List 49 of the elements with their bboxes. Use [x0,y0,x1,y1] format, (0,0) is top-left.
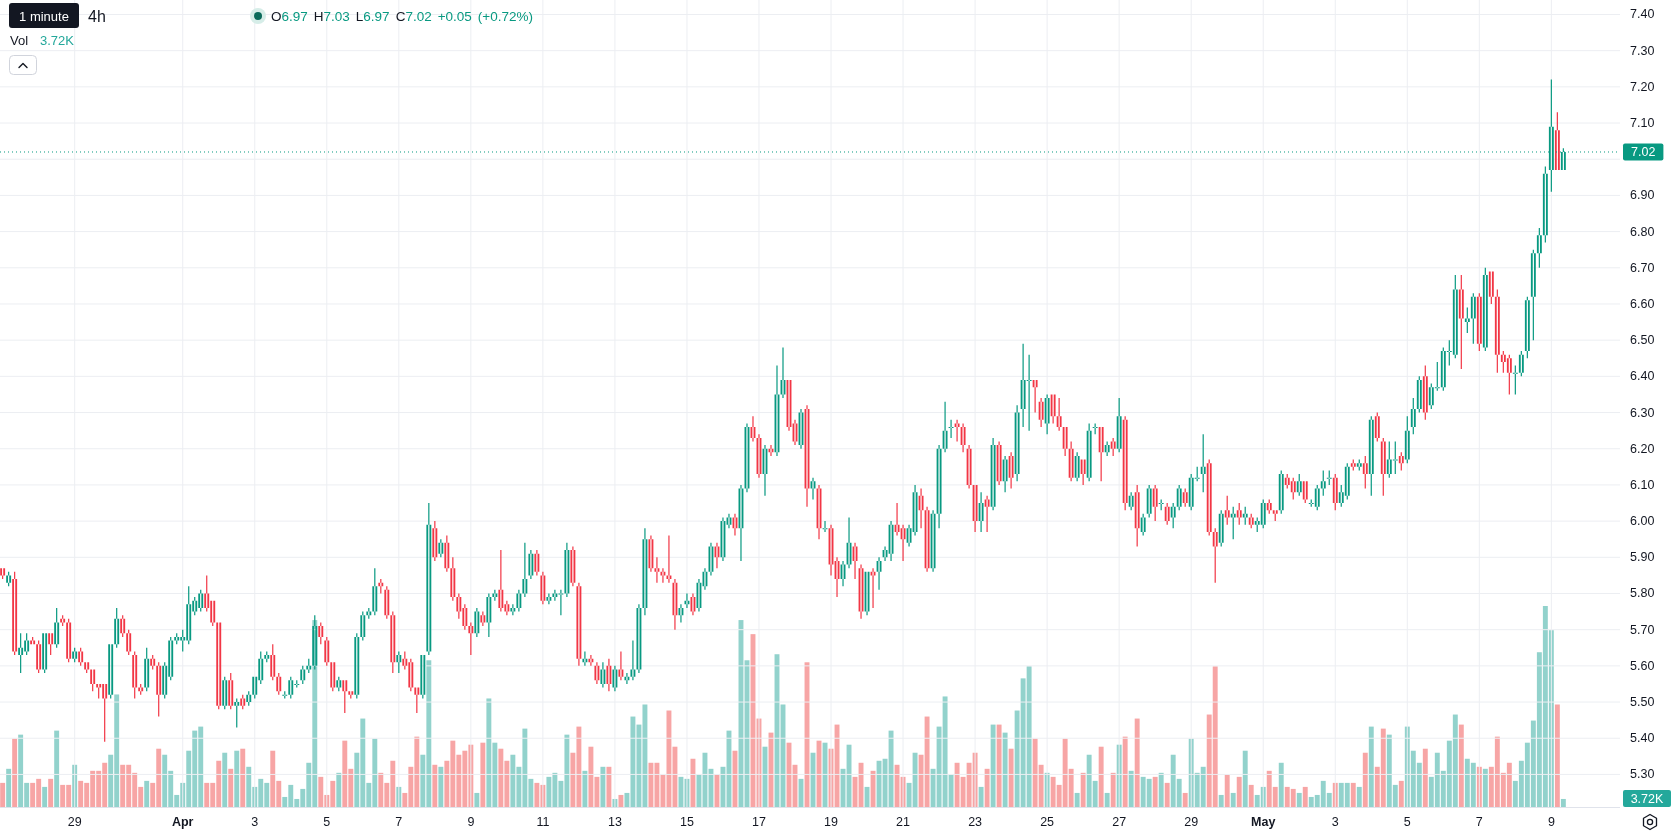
x-tick-label: 9 [467,815,475,829]
y-tick-label: 7.30 [1630,43,1655,58]
x-tick-label: 29 [67,815,82,829]
y-tick-label: 5.70 [1630,622,1655,637]
y-tick-label: 5.40 [1630,731,1655,746]
x-tick-label: 7 [395,815,403,829]
y-tick-label: 6.50 [1630,333,1655,348]
x-tick-label: 13 [607,815,622,829]
x-tick-label: 11 [536,815,550,829]
y-tick-label: 5.60 [1630,658,1655,673]
x-tick-label: 3 [1331,815,1339,829]
annotation: 3.72K [40,32,75,48]
x-tick-label: 9 [1547,815,1555,829]
x-tick-label: 7 [1475,815,1483,829]
y-tick-label: 5.50 [1630,695,1655,710]
x-tick-label: 27 [1112,815,1127,829]
annotation: Vol [10,32,29,48]
text: 3.72K [1630,791,1664,806]
y-tick-label: 6.40 [1630,369,1655,384]
x-tick-label: 29 [1184,815,1199,829]
x-tick-label: 17 [752,815,766,829]
x-tick-label: May [1251,815,1276,829]
ref-line-label: 7.02 [1631,144,1656,159]
x-tick-label: 19 [824,815,839,829]
y-tick-label: 6.10 [1630,477,1655,492]
x-tick-label: 25 [1040,815,1055,829]
y-tick-label: 6.20 [1630,441,1655,456]
y-tick-label: 6.60 [1630,296,1655,311]
y-tick-label: 7.40 [1630,7,1655,22]
y-tick-label: 6.30 [1630,405,1655,420]
y-tick-label: 5.90 [1630,550,1655,565]
annotation: 1 minute [19,8,69,24]
y-tick-label: 6.00 [1630,514,1655,529]
y-tick-label: 5.30 [1630,767,1655,782]
x-tick-label: 5 [323,815,331,829]
y-tick-label: 6.80 [1630,224,1655,239]
y-tick-label: 5.80 [1630,586,1655,601]
y-tick-label: 6.70 [1630,260,1655,275]
x-tick-label: Apr [171,815,194,829]
y-tick-label: 6.90 [1630,188,1655,203]
chart-title: 4h [88,7,106,25]
y-tick-label: 7.20 [1630,79,1655,94]
y-tick-label: 7.10 [1630,116,1655,131]
x-tick-label: 23 [968,815,983,829]
x-tick-label: 15 [680,815,694,829]
x-tick-label: 3 [251,815,259,829]
x-tick-label: 21 [896,815,911,829]
x-tick-label: 5 [1403,815,1411,829]
text: O6.97 H7.03 L6.97 C7.02 +0.05 (+0.72%) [271,8,533,24]
